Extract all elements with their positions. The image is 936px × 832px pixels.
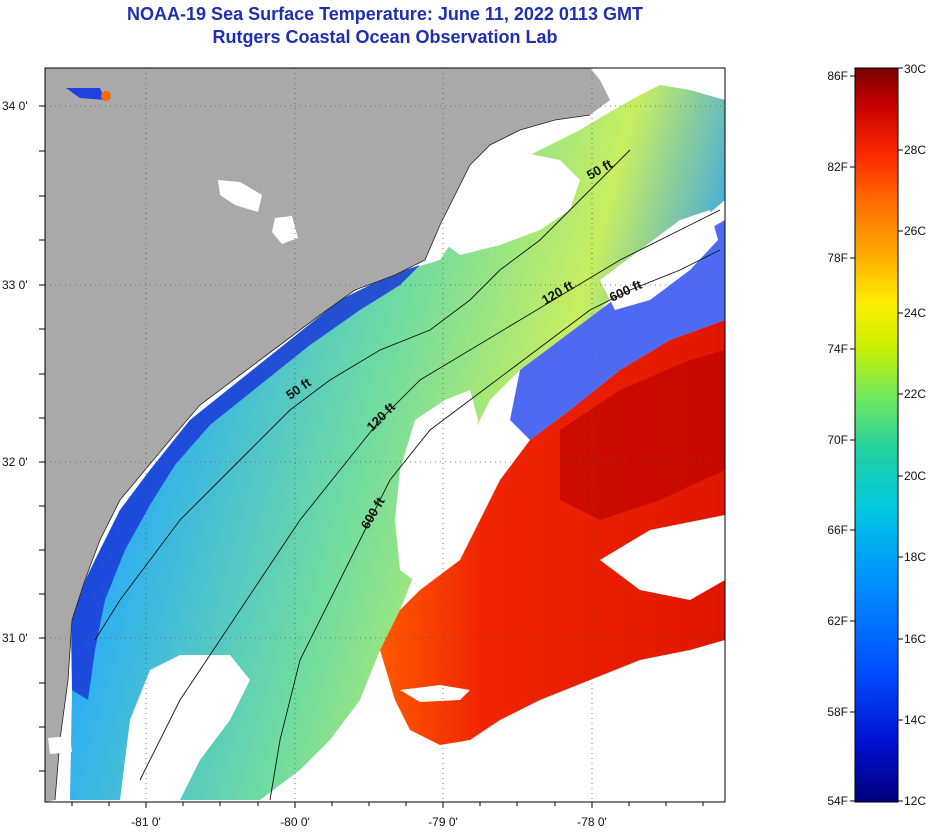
colorbar-scale	[854, 67, 899, 803]
colorbar-f-label: 82F	[827, 160, 848, 174]
colorbar-f-label: 86F	[827, 69, 848, 83]
lon-label-80: -80 0'	[280, 815, 310, 829]
map-panel: 50 ft 50 ft 120 ft 120 ft 600 ft 600 ft	[45, 68, 725, 802]
colorbar-c-label: 12C	[904, 794, 926, 808]
inland-data-speck	[101, 91, 111, 101]
colorbar-f-label: 54F	[827, 794, 848, 808]
colorbar-c-label: 26C	[904, 224, 926, 238]
nearshore-cold-band	[72, 265, 420, 700]
graticule	[45, 68, 725, 802]
contour-50ft	[94, 149, 631, 641]
inland-cloud-speck	[272, 216, 298, 244]
map-subtitle: Rutgers Coastal Ocean Observation Lab	[212, 27, 558, 47]
cloud-patch-east	[600, 515, 725, 600]
colorbar-c-label: 14C	[904, 713, 926, 727]
colorbar-c-label: 24C	[904, 306, 926, 320]
dark-red-core	[560, 350, 725, 520]
lon-label-78: -78 0'	[577, 815, 607, 829]
cloud-patch-northeast	[600, 210, 718, 310]
cloud-patch-southwest-strip	[400, 685, 470, 702]
colorbar-f-label: 70F	[827, 433, 848, 447]
colorbar: 86F 82F 78F 74F 70F 66F 62F 58F 54F 30C …	[827, 62, 926, 808]
axis-ticks	[39, 105, 704, 808]
colorbar-c-ticks	[898, 67, 903, 802]
cloud-patch-offshore	[395, 390, 478, 585]
coastline	[54, 114, 591, 801]
lat-label-31: 31 0'	[2, 631, 28, 645]
map-title: NOAA-19 Sea Surface Temperature: June 11…	[127, 4, 643, 24]
colorbar-c-label: 30C	[904, 62, 926, 76]
colorbar-f-label: 78F	[827, 251, 848, 265]
shelf-water	[70, 85, 725, 800]
map-frame	[44, 67, 726, 803]
land-mass	[45, 68, 610, 802]
cloud-patch-southeast	[480, 720, 725, 802]
colorbar-c-label: 20C	[904, 469, 926, 483]
lon-label-79: -79 0'	[428, 815, 458, 829]
colorbar-f-label: 66F	[827, 523, 848, 537]
colorbar-f-label: 62F	[827, 614, 848, 628]
inland-cloud-speck	[218, 180, 262, 212]
colorbar-f-ticks	[850, 75, 855, 802]
contour-600ft	[269, 249, 721, 801]
colorbar-f-label: 74F	[827, 342, 848, 356]
colorbar-c-label: 18C	[904, 550, 926, 564]
cloud-patch-south	[120, 655, 250, 800]
cloud-patch-north	[440, 150, 580, 255]
colorbar-c-label: 28C	[904, 143, 926, 157]
colorbar-c-label: 16C	[904, 632, 926, 646]
contour-120ft	[139, 209, 721, 781]
lon-label-81: -81 0'	[131, 815, 161, 829]
colorbar-f-label: 58F	[827, 705, 848, 719]
inland-cloud-speck	[48, 736, 72, 754]
lat-label-32: 32 0'	[2, 455, 28, 469]
lat-label-33: 33 0'	[2, 278, 28, 292]
lat-label-34: 34 0'	[2, 99, 28, 113]
inland-data-speck	[66, 88, 105, 100]
colorbar-c-label: 22C	[904, 387, 926, 401]
